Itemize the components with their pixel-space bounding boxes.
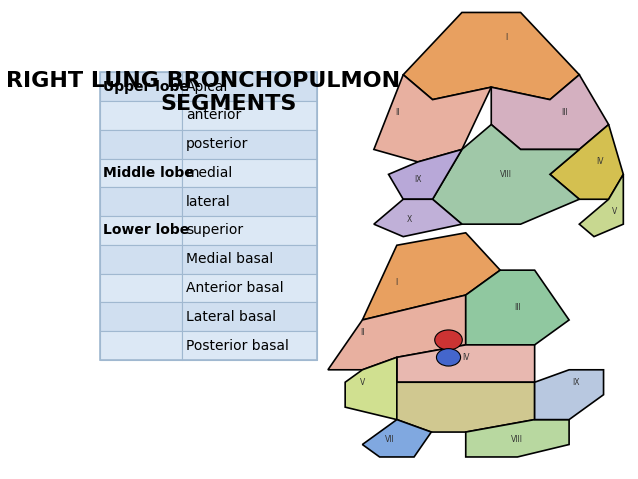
- Bar: [182, 101, 317, 130]
- Polygon shape: [491, 75, 609, 149]
- Bar: [100, 274, 182, 302]
- Text: RIGHT LUNG BRONCHOPULMONARY: RIGHT LUNG BRONCHOPULMONARY: [6, 71, 450, 91]
- Text: I: I: [505, 33, 507, 42]
- Polygon shape: [466, 270, 569, 345]
- Text: Upper lobe: Upper lobe: [103, 80, 189, 93]
- Text: Apical: Apical: [186, 80, 228, 93]
- Bar: [100, 331, 182, 360]
- Bar: [182, 216, 317, 245]
- Bar: [182, 159, 317, 187]
- Polygon shape: [466, 420, 569, 457]
- Text: V: V: [612, 207, 617, 216]
- Bar: [100, 72, 317, 360]
- Text: III: III: [514, 303, 521, 312]
- Text: superior: superior: [186, 224, 243, 238]
- Polygon shape: [362, 233, 500, 320]
- Bar: [100, 159, 182, 187]
- Polygon shape: [579, 174, 623, 237]
- Text: SEGMENTS: SEGMENTS: [160, 93, 296, 114]
- Text: II: II: [360, 328, 365, 337]
- Text: IV: IV: [596, 158, 604, 166]
- Polygon shape: [397, 382, 535, 432]
- Text: VIII: VIII: [500, 170, 512, 179]
- Text: III: III: [561, 108, 568, 116]
- Text: Anterior basal: Anterior basal: [186, 281, 284, 295]
- Polygon shape: [433, 125, 579, 224]
- Text: VIII: VIII: [512, 435, 523, 444]
- Polygon shape: [550, 125, 623, 199]
- Bar: [100, 187, 182, 216]
- Text: lateral: lateral: [186, 194, 231, 209]
- Text: II: II: [395, 108, 399, 116]
- Bar: [100, 101, 182, 130]
- Polygon shape: [328, 295, 466, 370]
- Text: I: I: [396, 278, 398, 287]
- Bar: [182, 72, 317, 101]
- Bar: [100, 302, 182, 331]
- Bar: [100, 130, 182, 159]
- Bar: [182, 331, 317, 360]
- Text: medial: medial: [186, 166, 234, 180]
- Polygon shape: [345, 357, 397, 420]
- Polygon shape: [389, 149, 462, 199]
- Polygon shape: [535, 370, 604, 420]
- Circle shape: [434, 330, 463, 350]
- Text: Middle lobe: Middle lobe: [103, 166, 194, 180]
- Polygon shape: [374, 199, 462, 237]
- Text: anterior: anterior: [186, 108, 241, 123]
- Text: Medial basal: Medial basal: [186, 252, 274, 266]
- Text: IV: IV: [462, 353, 470, 362]
- Text: Lateral basal: Lateral basal: [186, 310, 276, 324]
- Text: IX: IX: [414, 175, 422, 184]
- Text: IX: IX: [572, 378, 580, 387]
- Bar: [182, 130, 317, 159]
- Polygon shape: [374, 75, 491, 162]
- Polygon shape: [403, 12, 579, 100]
- Bar: [100, 216, 182, 245]
- Bar: [182, 187, 317, 216]
- Text: Posterior basal: Posterior basal: [186, 339, 289, 353]
- Text: V: V: [360, 378, 365, 387]
- Bar: [182, 274, 317, 302]
- Text: posterior: posterior: [186, 137, 249, 151]
- Circle shape: [436, 349, 461, 366]
- Bar: [182, 302, 317, 331]
- Text: Lower lobe: Lower lobe: [103, 224, 189, 238]
- Polygon shape: [362, 420, 431, 457]
- Bar: [182, 245, 317, 274]
- Bar: [100, 72, 182, 101]
- Text: VII: VII: [385, 435, 395, 444]
- Bar: [100, 245, 182, 274]
- Text: X: X: [406, 215, 412, 224]
- Polygon shape: [397, 345, 535, 382]
